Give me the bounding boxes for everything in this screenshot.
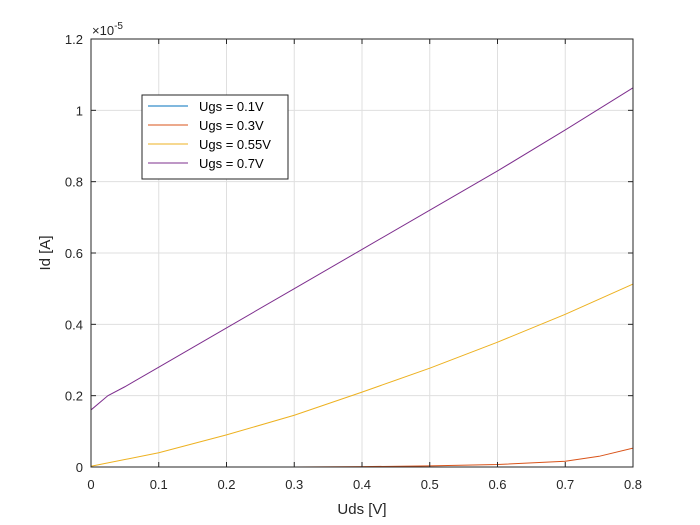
y-exponent-label: ×10-5	[92, 21, 123, 38]
x-tick-label: 0.3	[285, 477, 303, 492]
y-tick-label: 0.8	[65, 175, 83, 190]
series-line-3	[90, 283, 634, 467]
x-tick-label: 0.5	[421, 477, 439, 492]
x-tick-label: 0.6	[488, 477, 506, 492]
y-tick-label: 0	[76, 460, 83, 475]
series-line-4	[90, 87, 634, 411]
x-tick-label: 0.1	[150, 477, 168, 492]
x-axis-label: Uds [V]	[337, 501, 386, 518]
grid-lines	[91, 39, 633, 467]
y-tick-label: 1.2	[65, 32, 83, 47]
legend-label-4: Ugs = 0.7V	[199, 156, 264, 171]
x-tick-label: 0.7	[556, 477, 574, 492]
y-tick-labels: 0 0.2 0.4 0.6 0.8 1 1.2	[65, 32, 83, 475]
x-tick-label: 0.8	[624, 477, 642, 492]
x-tick-label: 0	[87, 477, 94, 492]
legend-label-3: Ugs = 0.55V	[199, 137, 271, 152]
legend-label-2: Ugs = 0.3V	[199, 118, 264, 133]
legend-box	[141, 94, 289, 180]
y-tick-label: 1	[76, 103, 83, 118]
x-tick-labels: 0 0.1 0.2 0.3 0.4 0.5 0.6 0.7 0.8	[87, 477, 642, 492]
y-tick-label: 0.4	[65, 317, 83, 332]
x-tick-label: 0.4	[353, 477, 371, 492]
y-tick-label: 0.6	[65, 246, 83, 261]
tick-marks	[90, 38, 634, 468]
y-tick-label: 0.2	[65, 389, 83, 404]
x-tick-label: 0.2	[217, 477, 235, 492]
y-axis-label: Id [A]	[37, 235, 54, 270]
legend-label-1: Ugs = 0.1V	[199, 99, 264, 114]
legend: Ugs = 0.1V Ugs = 0.3V Ugs = 0.55V Ugs = 0.7…	[141, 94, 289, 180]
